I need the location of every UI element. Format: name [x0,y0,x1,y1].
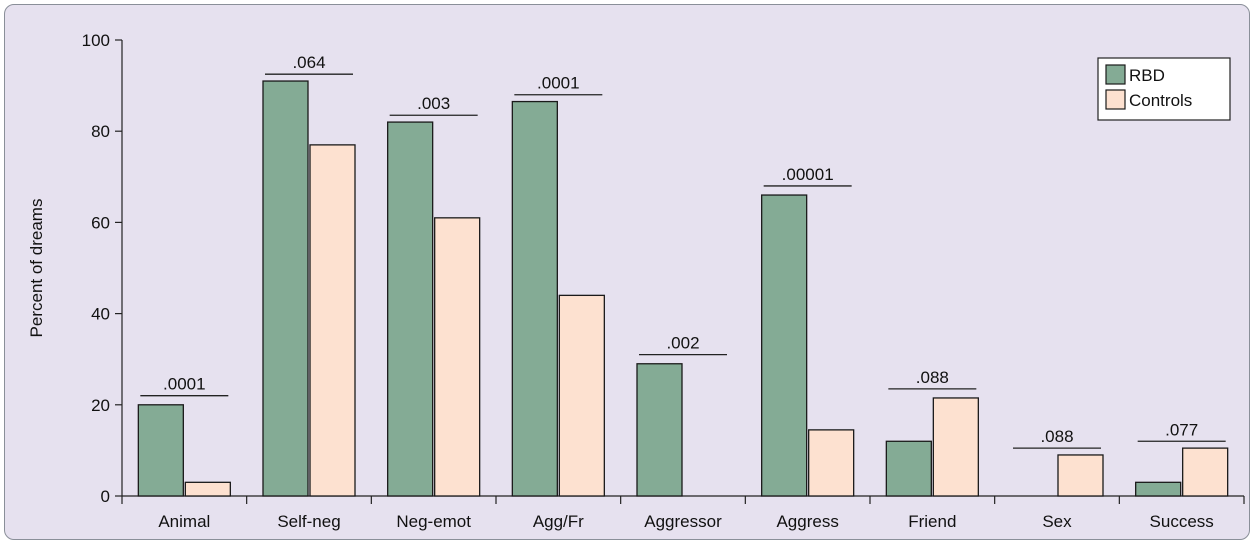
legend-label-controls: Controls [1129,91,1192,110]
y-tick-label: 0 [101,487,110,506]
p-value-label: .002 [666,334,699,353]
bar-controls-friend [932,397,979,497]
bar-controls-neg-emot [434,217,481,497]
bar-rbd-animal [137,404,184,497]
p-value-label: .088 [1040,427,1073,446]
bar-rbd-agg-fr [511,100,558,497]
x-tick-label: Aggressor [644,512,722,531]
y-tick-label: 80 [91,122,110,141]
x-tick-label: Sex [1042,512,1072,531]
bar-controls-animal [184,481,231,497]
y-tick-label: 60 [91,213,110,232]
bar-controls-self-neg [309,144,356,497]
x-tick-label: Neg-emot [396,512,471,531]
bar-controls-success [1182,447,1229,497]
y-tick-label: 40 [91,305,110,324]
x-tick-label: Agg/Fr [533,512,584,531]
bar-controls-aggress [808,429,855,497]
x-tick-label: Animal [158,512,210,531]
x-tick-label: Aggress [776,512,838,531]
p-value-label: .0001 [537,74,580,93]
x-tick-label: Self-neg [277,512,340,531]
p-value-label: .003 [417,94,450,113]
y-axis-title: Percent of dreams [27,199,46,338]
bar-rbd-aggressor [636,363,683,497]
p-value-label: .088 [916,368,949,387]
bar-rbd-neg-emot [387,121,434,497]
y-tick-label: 20 [91,396,110,415]
bar-rbd-self-neg [262,80,309,497]
y-tick-label: 100 [82,31,110,50]
p-value-label: .077 [1165,420,1198,439]
legend-swatch-controls [1105,89,1126,110]
chart-panel [4,4,1250,540]
legend-swatch-rbd [1105,64,1126,85]
x-tick-label: Success [1150,512,1214,531]
bar-rbd-friend [885,440,932,497]
p-value-label: .00001 [782,165,834,184]
bar-rbd-aggress [761,194,808,497]
p-value-label: .0001 [163,375,206,394]
p-value-label: .064 [292,53,325,72]
bar-controls-sex [1057,454,1104,497]
bar-controls-agg-fr [558,294,605,497]
legend-label-rbd: RBD [1129,66,1165,85]
bar-rbd-success [1135,481,1182,497]
x-tick-label: Friend [908,512,956,531]
